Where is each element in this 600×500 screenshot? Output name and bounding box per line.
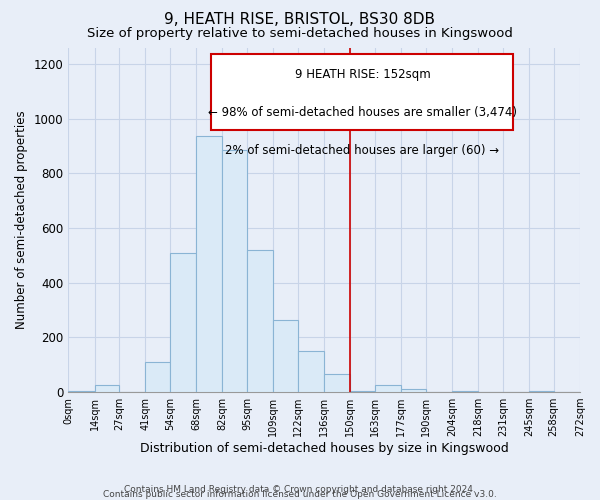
Bar bbox=[223, 150, 247, 392]
Bar bbox=[350, 390, 375, 392]
Bar bbox=[452, 390, 478, 392]
Text: Size of property relative to semi-detached houses in Kingswood: Size of property relative to semi-detach… bbox=[87, 28, 513, 40]
Bar bbox=[145, 362, 170, 392]
Bar bbox=[375, 385, 401, 392]
Bar bbox=[273, 320, 298, 392]
X-axis label: Distribution of semi-detached houses by size in Kingswood: Distribution of semi-detached houses by … bbox=[140, 442, 508, 455]
Text: 9 HEATH RISE: 152sqm: 9 HEATH RISE: 152sqm bbox=[295, 68, 430, 81]
Bar bbox=[324, 374, 350, 392]
Bar bbox=[529, 390, 554, 392]
Y-axis label: Number of semi-detached properties: Number of semi-detached properties bbox=[15, 110, 28, 329]
Bar bbox=[170, 252, 196, 392]
Bar bbox=[298, 351, 324, 392]
Text: 9, HEATH RISE, BRISTOL, BS30 8DB: 9, HEATH RISE, BRISTOL, BS30 8DB bbox=[164, 12, 436, 28]
FancyBboxPatch shape bbox=[211, 54, 514, 130]
Bar bbox=[401, 390, 425, 392]
Text: 2% of semi-detached houses are larger (60) →: 2% of semi-detached houses are larger (6… bbox=[226, 144, 500, 157]
Text: Contains public sector information licensed under the Open Government Licence v3: Contains public sector information licen… bbox=[103, 490, 497, 499]
Bar bbox=[247, 250, 273, 392]
Bar bbox=[196, 136, 223, 392]
Text: ← 98% of semi-detached houses are smaller (3,474): ← 98% of semi-detached houses are smalle… bbox=[208, 106, 517, 119]
Bar bbox=[68, 390, 95, 392]
Text: Contains HM Land Registry data © Crown copyright and database right 2024.: Contains HM Land Registry data © Crown c… bbox=[124, 485, 476, 494]
Bar bbox=[95, 385, 119, 392]
